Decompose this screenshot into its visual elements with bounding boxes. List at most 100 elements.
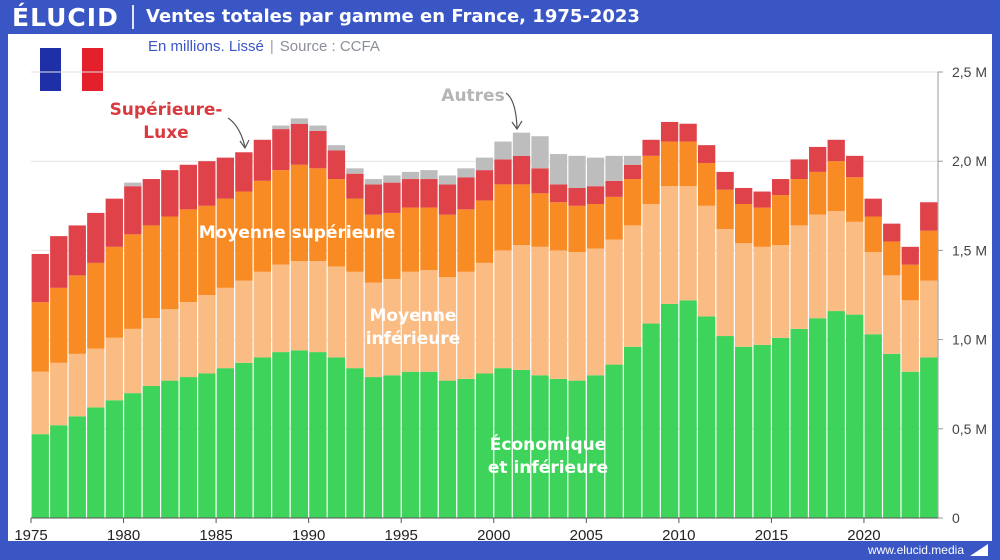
bar-segment-2001-s4 bbox=[512, 132, 531, 156]
bar-segment-1985-s2 bbox=[216, 198, 235, 288]
bar-segment-1996-s2 bbox=[420, 207, 438, 271]
bar-segment-2005-s4 bbox=[586, 157, 605, 187]
bar-segment-2023-s2 bbox=[920, 230, 938, 281]
bar-segment-1987-s1 bbox=[253, 271, 272, 358]
series-annotation-0: Autres bbox=[441, 86, 504, 106]
bar-segment-1980-s1 bbox=[124, 328, 142, 394]
annotation-line: Supérieure- bbox=[110, 100, 223, 120]
chart-title: Ventes totales par gamme en France, 1975… bbox=[146, 6, 640, 27]
bar-segment-1994-s3 bbox=[383, 182, 401, 213]
series-annotation-4: Économique et inférieure bbox=[488, 433, 608, 478]
bar-segment-2017-s2 bbox=[809, 171, 827, 215]
bar-segment-2009-s0 bbox=[660, 303, 679, 518]
bar-segment-1995-s0 bbox=[401, 371, 420, 518]
y-tick-label: 0,5 M bbox=[952, 421, 987, 437]
bar-segment-2006-s2 bbox=[605, 196, 623, 240]
bar-segment-1975-s2 bbox=[31, 302, 49, 372]
bar-segment-1979-s2 bbox=[105, 246, 123, 338]
bar-segment-1978-s2 bbox=[87, 262, 105, 349]
bar-segment-2016-s1 bbox=[790, 225, 808, 329]
bar-segment-1994-s4 bbox=[383, 175, 401, 183]
bar-segment-1981-s1 bbox=[142, 318, 160, 386]
bar-segment-2015-s1 bbox=[772, 245, 790, 338]
bar-segment-2015-s0 bbox=[772, 337, 790, 518]
bar-segment-2016-s2 bbox=[790, 179, 808, 226]
bar-segment-2017-s1 bbox=[809, 214, 827, 319]
bar-segment-2000-s4 bbox=[494, 141, 512, 160]
bar-segment-2018-s3 bbox=[827, 139, 845, 162]
bar-segment-2001-s0 bbox=[512, 369, 531, 518]
bar-segment-1983-s1 bbox=[179, 302, 197, 378]
header-separator bbox=[132, 5, 134, 29]
bar-segment-1993-s1 bbox=[364, 282, 383, 378]
bar-segment-1995-s1 bbox=[401, 271, 420, 372]
bar-segment-2004-s0 bbox=[568, 380, 586, 518]
series-annotation-1: Supérieure- Luxe bbox=[110, 100, 223, 143]
bar-segment-2016-s0 bbox=[790, 328, 808, 518]
bars bbox=[31, 118, 938, 518]
bar-segment-1978-s1 bbox=[87, 348, 105, 408]
bar-segment-1982-s0 bbox=[161, 380, 179, 518]
bar-segment-2001-s3 bbox=[512, 155, 531, 185]
bar-segment-2012-s2 bbox=[716, 189, 734, 229]
bar-segment-1989-s3 bbox=[290, 123, 309, 165]
bar-segment-2020-s2 bbox=[864, 216, 882, 253]
bar-segment-1976-s1 bbox=[50, 362, 68, 426]
bar-segment-2016-s3 bbox=[790, 159, 808, 180]
bar-segment-2013-s2 bbox=[734, 204, 753, 244]
bar-segment-2017-s0 bbox=[809, 318, 827, 518]
france-flag-icon bbox=[40, 48, 103, 91]
bar-segment-2014-s1 bbox=[753, 246, 771, 345]
bar-segment-2011-s2 bbox=[697, 162, 716, 206]
annotation-line: inférieure bbox=[366, 329, 461, 349]
bar-segment-2005-s2 bbox=[586, 204, 605, 249]
x-tick-label: 2020 bbox=[847, 527, 880, 544]
bar-segment-2008-s2 bbox=[642, 155, 660, 205]
bar-segment-2023-s1 bbox=[920, 280, 938, 358]
bar-segment-2018-s2 bbox=[827, 161, 845, 212]
bar-segment-2020-s0 bbox=[864, 334, 882, 518]
bar-segment-1981-s0 bbox=[142, 385, 160, 518]
bar-segment-2006-s4 bbox=[605, 155, 623, 181]
bar-segment-2000-s2 bbox=[494, 184, 512, 251]
bar-segment-2021-s2 bbox=[883, 241, 901, 276]
bar-segment-2011-s1 bbox=[697, 205, 716, 317]
bar-segment-1991-s2 bbox=[327, 179, 346, 267]
bar-segment-1996-s4 bbox=[420, 170, 438, 180]
bar-segment-2003-s3 bbox=[549, 184, 568, 203]
bar-segment-2005-s0 bbox=[586, 375, 605, 518]
source-note: Source : CCFA bbox=[279, 38, 380, 55]
bar-segment-2001-s2 bbox=[512, 184, 531, 246]
bar-segment-2022-s1 bbox=[901, 300, 919, 372]
bar-segment-1998-s1 bbox=[457, 271, 475, 379]
bar-segment-1983-s2 bbox=[179, 209, 197, 303]
bar-segment-2006-s1 bbox=[605, 239, 623, 365]
bar-segment-1984-s0 bbox=[198, 373, 216, 518]
bar-segment-2000-s3 bbox=[494, 159, 512, 185]
bar-segment-1989-s1 bbox=[290, 261, 309, 351]
bar-segment-1995-s3 bbox=[401, 179, 420, 208]
autres-leader-line bbox=[505, 92, 518, 129]
bar-segment-2007-s4 bbox=[623, 155, 642, 165]
bar-segment-1997-s3 bbox=[438, 184, 457, 215]
bar-segment-1978-s3 bbox=[87, 212, 105, 263]
bar-segment-2006-s0 bbox=[605, 364, 623, 518]
bar-segment-1987-s3 bbox=[253, 139, 272, 181]
bar-segment-1977-s2 bbox=[68, 275, 86, 354]
bar-segment-1999-s1 bbox=[475, 262, 494, 374]
bar-segment-2002-s4 bbox=[531, 136, 549, 169]
bar-segment-1985-s0 bbox=[216, 368, 235, 518]
bar-segment-2015-s3 bbox=[772, 179, 790, 196]
bar-segment-1999-s2 bbox=[475, 200, 494, 263]
bar-segment-2004-s2 bbox=[568, 205, 586, 253]
bar-segment-1976-s2 bbox=[50, 287, 68, 363]
bar-segment-1976-s3 bbox=[50, 236, 68, 288]
bar-segment-1982-s2 bbox=[161, 216, 179, 310]
bar-segment-1982-s3 bbox=[161, 170, 179, 217]
autres-arrow-head bbox=[511, 120, 523, 131]
bar-segment-2022-s0 bbox=[901, 371, 919, 518]
bar-segment-1985-s1 bbox=[216, 287, 235, 369]
bar-segment-1981-s3 bbox=[142, 179, 160, 226]
bar-segment-2014-s0 bbox=[753, 344, 771, 518]
